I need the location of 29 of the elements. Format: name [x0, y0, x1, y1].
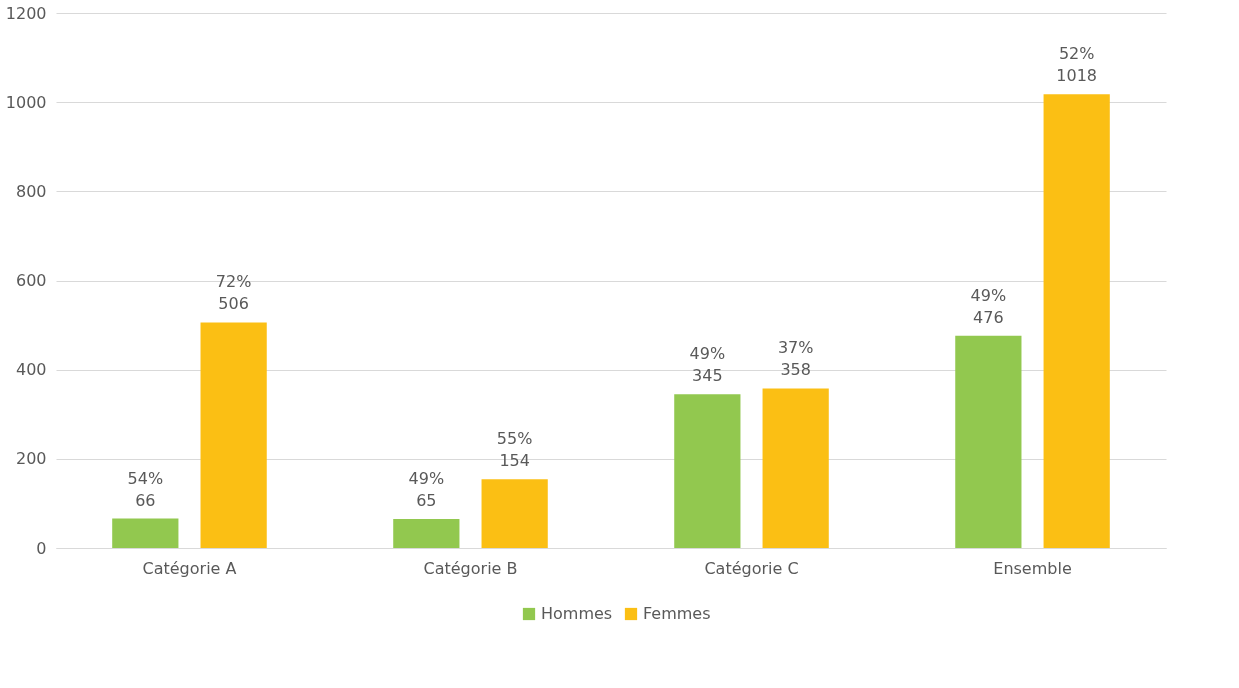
- bar: [200, 322, 267, 548]
- x-tick-label: Catégorie B: [423, 558, 518, 578]
- bar: [955, 335, 1022, 548]
- y-tick-label: 0: [36, 538, 47, 558]
- legend-label: Hommes: [541, 604, 613, 623]
- data-label: 72% 506: [215, 272, 252, 314]
- data-label: 49% 476: [970, 285, 1007, 327]
- bar: [112, 518, 179, 548]
- data-label: 55% 154: [496, 429, 533, 471]
- y-tick-label: 200: [15, 449, 47, 469]
- y-tick-label: 800: [15, 181, 47, 201]
- bar: [393, 519, 460, 548]
- y-tick-label: 600: [15, 271, 47, 290]
- x-tick-label: Catégorie A: [142, 558, 237, 578]
- y-tick-label: 400: [15, 360, 47, 380]
- data-label: 49% 65: [408, 469, 445, 511]
- y-tick-label: 1000: [5, 92, 47, 112]
- x-tick-label: Ensemble: [993, 558, 1072, 578]
- bar: [1043, 94, 1110, 548]
- bar: [762, 388, 829, 548]
- legend-label: Femmes: [643, 604, 711, 623]
- data-label: 49% 345: [689, 344, 726, 386]
- data-label: 54% 66: [127, 468, 164, 510]
- y-tick-label: 1200: [5, 3, 47, 23]
- bar: [481, 479, 548, 548]
- data-label: 37% 358: [777, 338, 814, 380]
- x-tick-label: Catégorie C: [704, 558, 799, 578]
- data-label: 52% 1018: [1056, 44, 1098, 86]
- bar: [674, 394, 741, 548]
